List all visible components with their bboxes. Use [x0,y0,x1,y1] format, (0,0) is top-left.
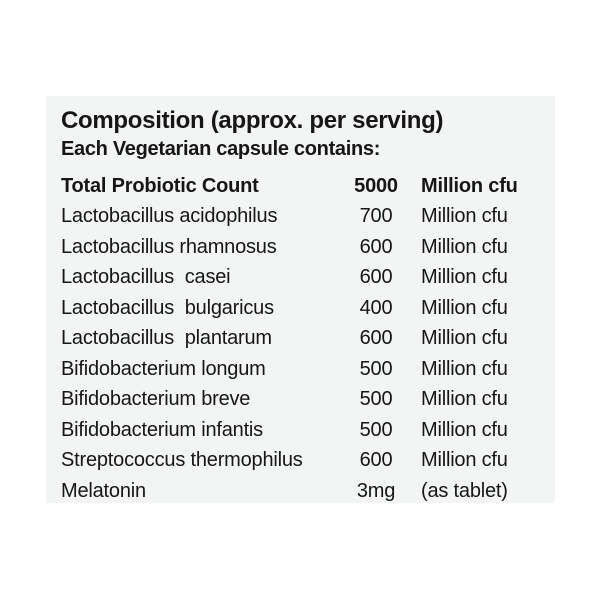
ingredient-unit: Million cfu [421,235,508,258]
ingredient-amount: 700 [359,205,393,228]
ingredient-unit: Million cfu [421,174,518,197]
ingredient-name: Total Probiotic Count [61,174,259,197]
ingredient-unit: Million cfu [421,296,508,319]
ingredient-amount: 500 [359,357,393,380]
ingredient-amount: 600 [359,449,393,472]
composition-table-row: Streptococcus thermophilus 600 Million cfu [61,446,545,477]
ingredient-unit: Million cfu [421,418,508,441]
composition-table: Total Probiotic Count 5000 Million cfu Lact… [61,171,545,507]
composition-table-row: Lactobacillus bulgaricus 400 Million cfu [61,293,545,324]
ingredient-amount: 500 [359,418,393,441]
ingredient-name: Lactobacillus rhamnosus [61,235,277,258]
composition-table-row: Bifidobacterium breve 500 Million cfu [61,385,545,416]
ingredient-unit: Million cfu [421,266,508,289]
composition-table-row: Melatonin 3mg (as tablet) [61,476,545,507]
composition-subtitle: Each Vegetarian capsule contains: [61,138,381,160]
ingredient-name: Bifidobacterium breve [61,388,251,411]
ingredient-unit: Million cfu [421,357,508,380]
ingredient-amount: 5000 [354,174,398,197]
ingredient-amount: 600 [359,327,393,350]
composition-table-row: Bifidobacterium longum 500 Million cfu [61,354,545,385]
ingredient-amount: 600 [359,266,393,289]
composition-table-row: Lactobacillus casei 600 Million cfu [61,263,545,294]
ingredient-unit: (as tablet) [421,479,508,502]
composition-table-row: Total Probiotic Count 5000 Million cfu [61,171,545,202]
composition-table-row: Bifidobacterium infantis 500 Million cfu [61,415,545,446]
ingredient-amount: 500 [359,388,393,411]
ingredient-unit: Million cfu [421,205,508,228]
ingredient-unit: Million cfu [421,449,508,472]
composition-title: Composition (approx. per serving) [61,107,444,134]
ingredient-name: Lactobacillus bulgaricus [61,296,274,319]
composition-table-row: Lactobacillus plantarum 600 Million cfu [61,324,545,355]
composition-label-panel: Composition (approx. per serving) Each V… [46,96,555,503]
ingredient-amount: 3mg [356,479,396,502]
ingredient-name: Lactobacillus acidophilus [61,205,278,228]
ingredient-unit: Million cfu [421,388,508,411]
ingredient-amount: 600 [359,235,393,258]
ingredient-name: Bifidobacterium infantis [61,418,263,441]
ingredient-name: Lactobacillus casei [61,266,231,289]
ingredient-unit: Million cfu [421,327,508,350]
composition-table-row: Lactobacillus rhamnosus 600 Million cfu [61,232,545,263]
ingredient-name: Streptococcus thermophilus [61,449,303,472]
ingredient-amount: 400 [359,296,393,319]
ingredient-name: Melatonin [61,479,146,502]
ingredient-name: Lactobacillus plantarum [61,327,272,350]
ingredient-name: Bifidobacterium longum [61,357,266,380]
composition-table-row: Lactobacillus acidophilus 700 Million cfu [61,202,545,233]
